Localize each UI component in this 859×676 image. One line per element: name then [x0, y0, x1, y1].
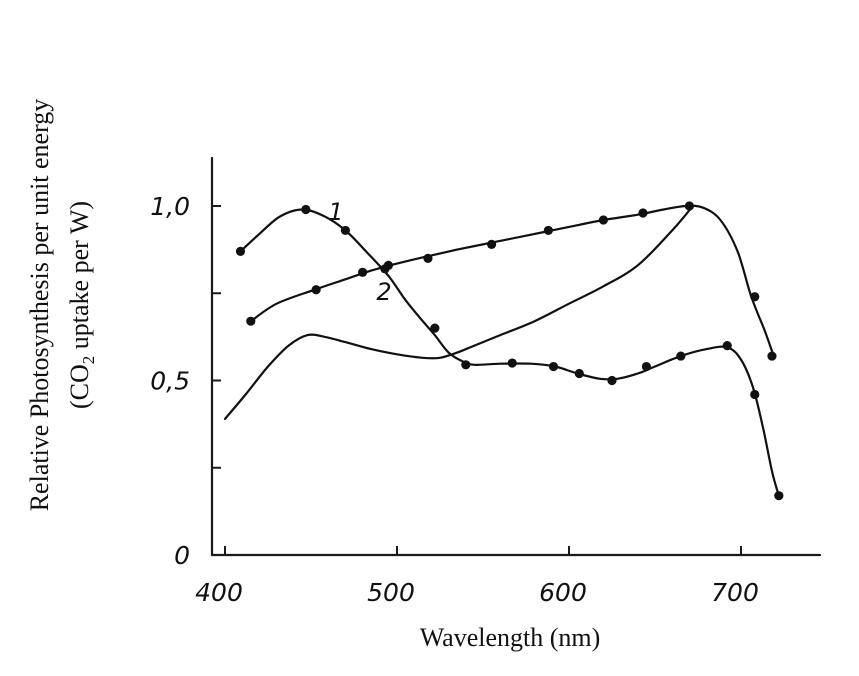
series-2-line [239, 208, 780, 497]
series-2-point [676, 351, 686, 361]
series-2-point [380, 264, 390, 274]
y-tick-label: 0,5 [150, 367, 190, 396]
y-axis-title-prefix: (CO [65, 364, 94, 409]
y-axis-title-subscript: 2 [79, 356, 98, 365]
series-2-point [641, 361, 652, 372]
series-1-point [358, 267, 368, 277]
x-tick-label: 600 [539, 578, 587, 607]
series-1-point [311, 285, 321, 295]
series-1-point [246, 316, 256, 326]
x-tick-label: 700 [711, 578, 759, 607]
series-2-point [722, 341, 732, 351]
series-2-point [574, 368, 584, 379]
series-2-point [430, 323, 440, 333]
y-tick-label: 1,0 [150, 192, 190, 221]
series-2: 2 [235, 204, 784, 501]
series-2-point [548, 361, 559, 372]
series-1-point [423, 253, 433, 263]
x-axis-title: Wavelength (nm) [420, 623, 601, 652]
curve-label-2: 2 [376, 278, 391, 306]
series-1-point [543, 225, 553, 236]
axes: 0 0,5 1,0 400 500 600 700 [150, 156, 822, 607]
series-2-point [774, 491, 784, 501]
series-spectrum-line [223, 204, 694, 420]
x-tick-label: 500 [367, 578, 415, 607]
series-2-point [461, 360, 471, 370]
y-axis-title-suffix: uptake per W) [65, 201, 94, 356]
series-1-point [750, 292, 760, 302]
x-tick-label: 400 [195, 578, 243, 607]
series-1: 1 [246, 198, 777, 361]
y-axis-title-line2: (CO2 uptake per W) [65, 201, 98, 409]
series-1-point [487, 239, 497, 249]
series-spectrum [223, 204, 694, 420]
series-2-point [301, 204, 311, 215]
series-2-point [507, 358, 517, 368]
series-1-line [249, 204, 775, 358]
y-axis-title-line1: Relative Photosynthesis per unit energy [25, 99, 54, 512]
series-layer: 12 [223, 198, 784, 501]
y-tick-label: 0 [174, 541, 190, 570]
series-2-point [750, 389, 760, 400]
series-2-point [607, 375, 617, 386]
curve-label-1: 1 [328, 198, 343, 226]
series-1-point [767, 351, 777, 361]
series-2-point [235, 246, 246, 256]
series-2-point [340, 225, 350, 236]
series-1-point [598, 215, 609, 225]
series-1-point [638, 208, 648, 218]
